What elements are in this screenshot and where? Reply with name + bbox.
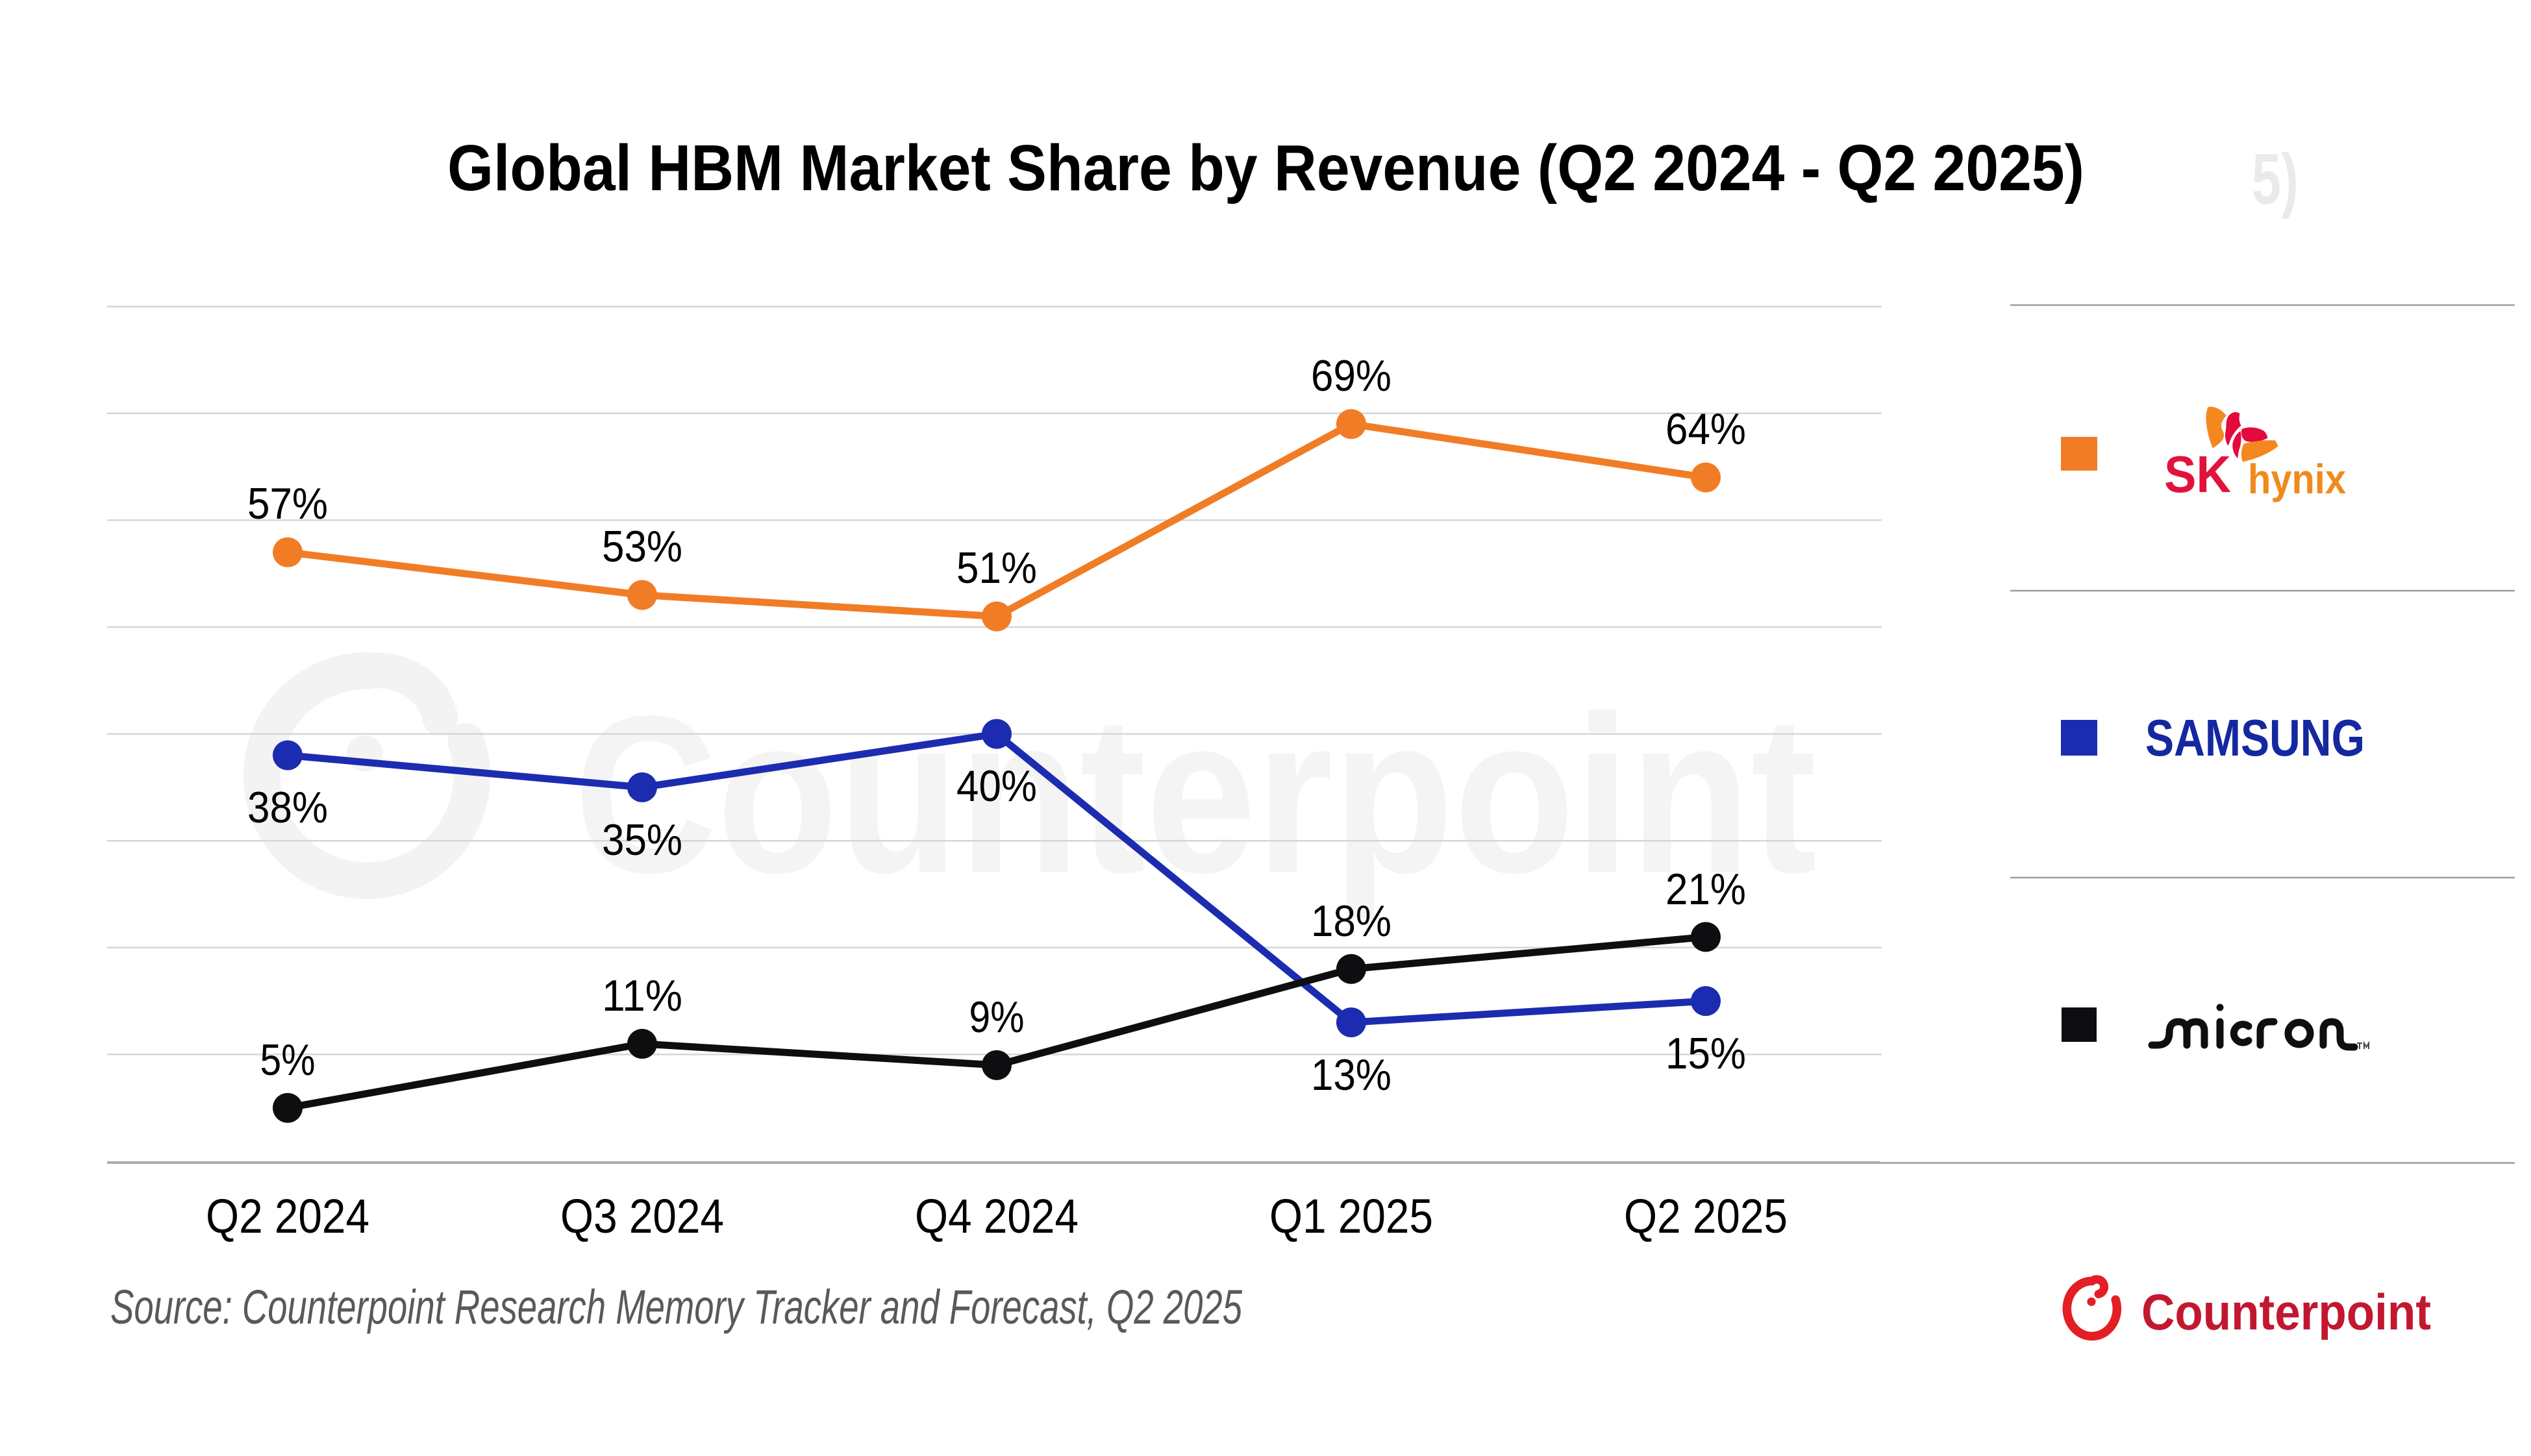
- svg-text:SK: SK: [2164, 445, 2231, 503]
- svg-text:5): 5): [2252, 140, 2299, 219]
- svg-text:13%: 13%: [1311, 1050, 1391, 1100]
- svg-text:69%: 69%: [1311, 351, 1391, 401]
- svg-text:38%: 38%: [247, 783, 328, 832]
- svg-text:51%: 51%: [956, 543, 1037, 593]
- svg-text:40%: 40%: [956, 761, 1037, 811]
- svg-text:15%: 15%: [1665, 1029, 1746, 1078]
- svg-text:21%: 21%: [1665, 865, 1746, 914]
- svg-text:Global HBM Market Share by Rev: Global HBM Market Share by Revenue (Q2 2…: [447, 132, 2084, 204]
- svg-text:Q3 2024: Q3 2024: [560, 1189, 724, 1243]
- svg-text:SAMSUNG: SAMSUNG: [2145, 709, 2365, 767]
- svg-text:35%: 35%: [602, 815, 682, 865]
- svg-text:57%: 57%: [247, 479, 328, 528]
- svg-text:Q2 2025: Q2 2025: [1624, 1189, 1788, 1243]
- svg-text:hynix: hynix: [2248, 456, 2346, 502]
- svg-text:Q1 2025: Q1 2025: [1269, 1189, 1433, 1243]
- svg-text:53%: 53%: [602, 522, 682, 571]
- svg-text:Source: Counterpoint Research: Source: Counterpoint Research Memory Tra…: [110, 1280, 1243, 1334]
- svg-text:Q4 2024: Q4 2024: [915, 1189, 1078, 1243]
- svg-text:11%: 11%: [602, 971, 682, 1020]
- svg-text:Q2 2024: Q2 2024: [206, 1189, 369, 1243]
- svg-text:9%: 9%: [969, 993, 1025, 1042]
- svg-text:18%: 18%: [1311, 896, 1391, 946]
- svg-text:64%: 64%: [1665, 404, 1746, 454]
- svg-text:Counterpoint: Counterpoint: [574, 670, 1817, 920]
- svg-text:Counterpoint: Counterpoint: [2141, 1283, 2431, 1340]
- svg-text:5%: 5%: [260, 1035, 316, 1085]
